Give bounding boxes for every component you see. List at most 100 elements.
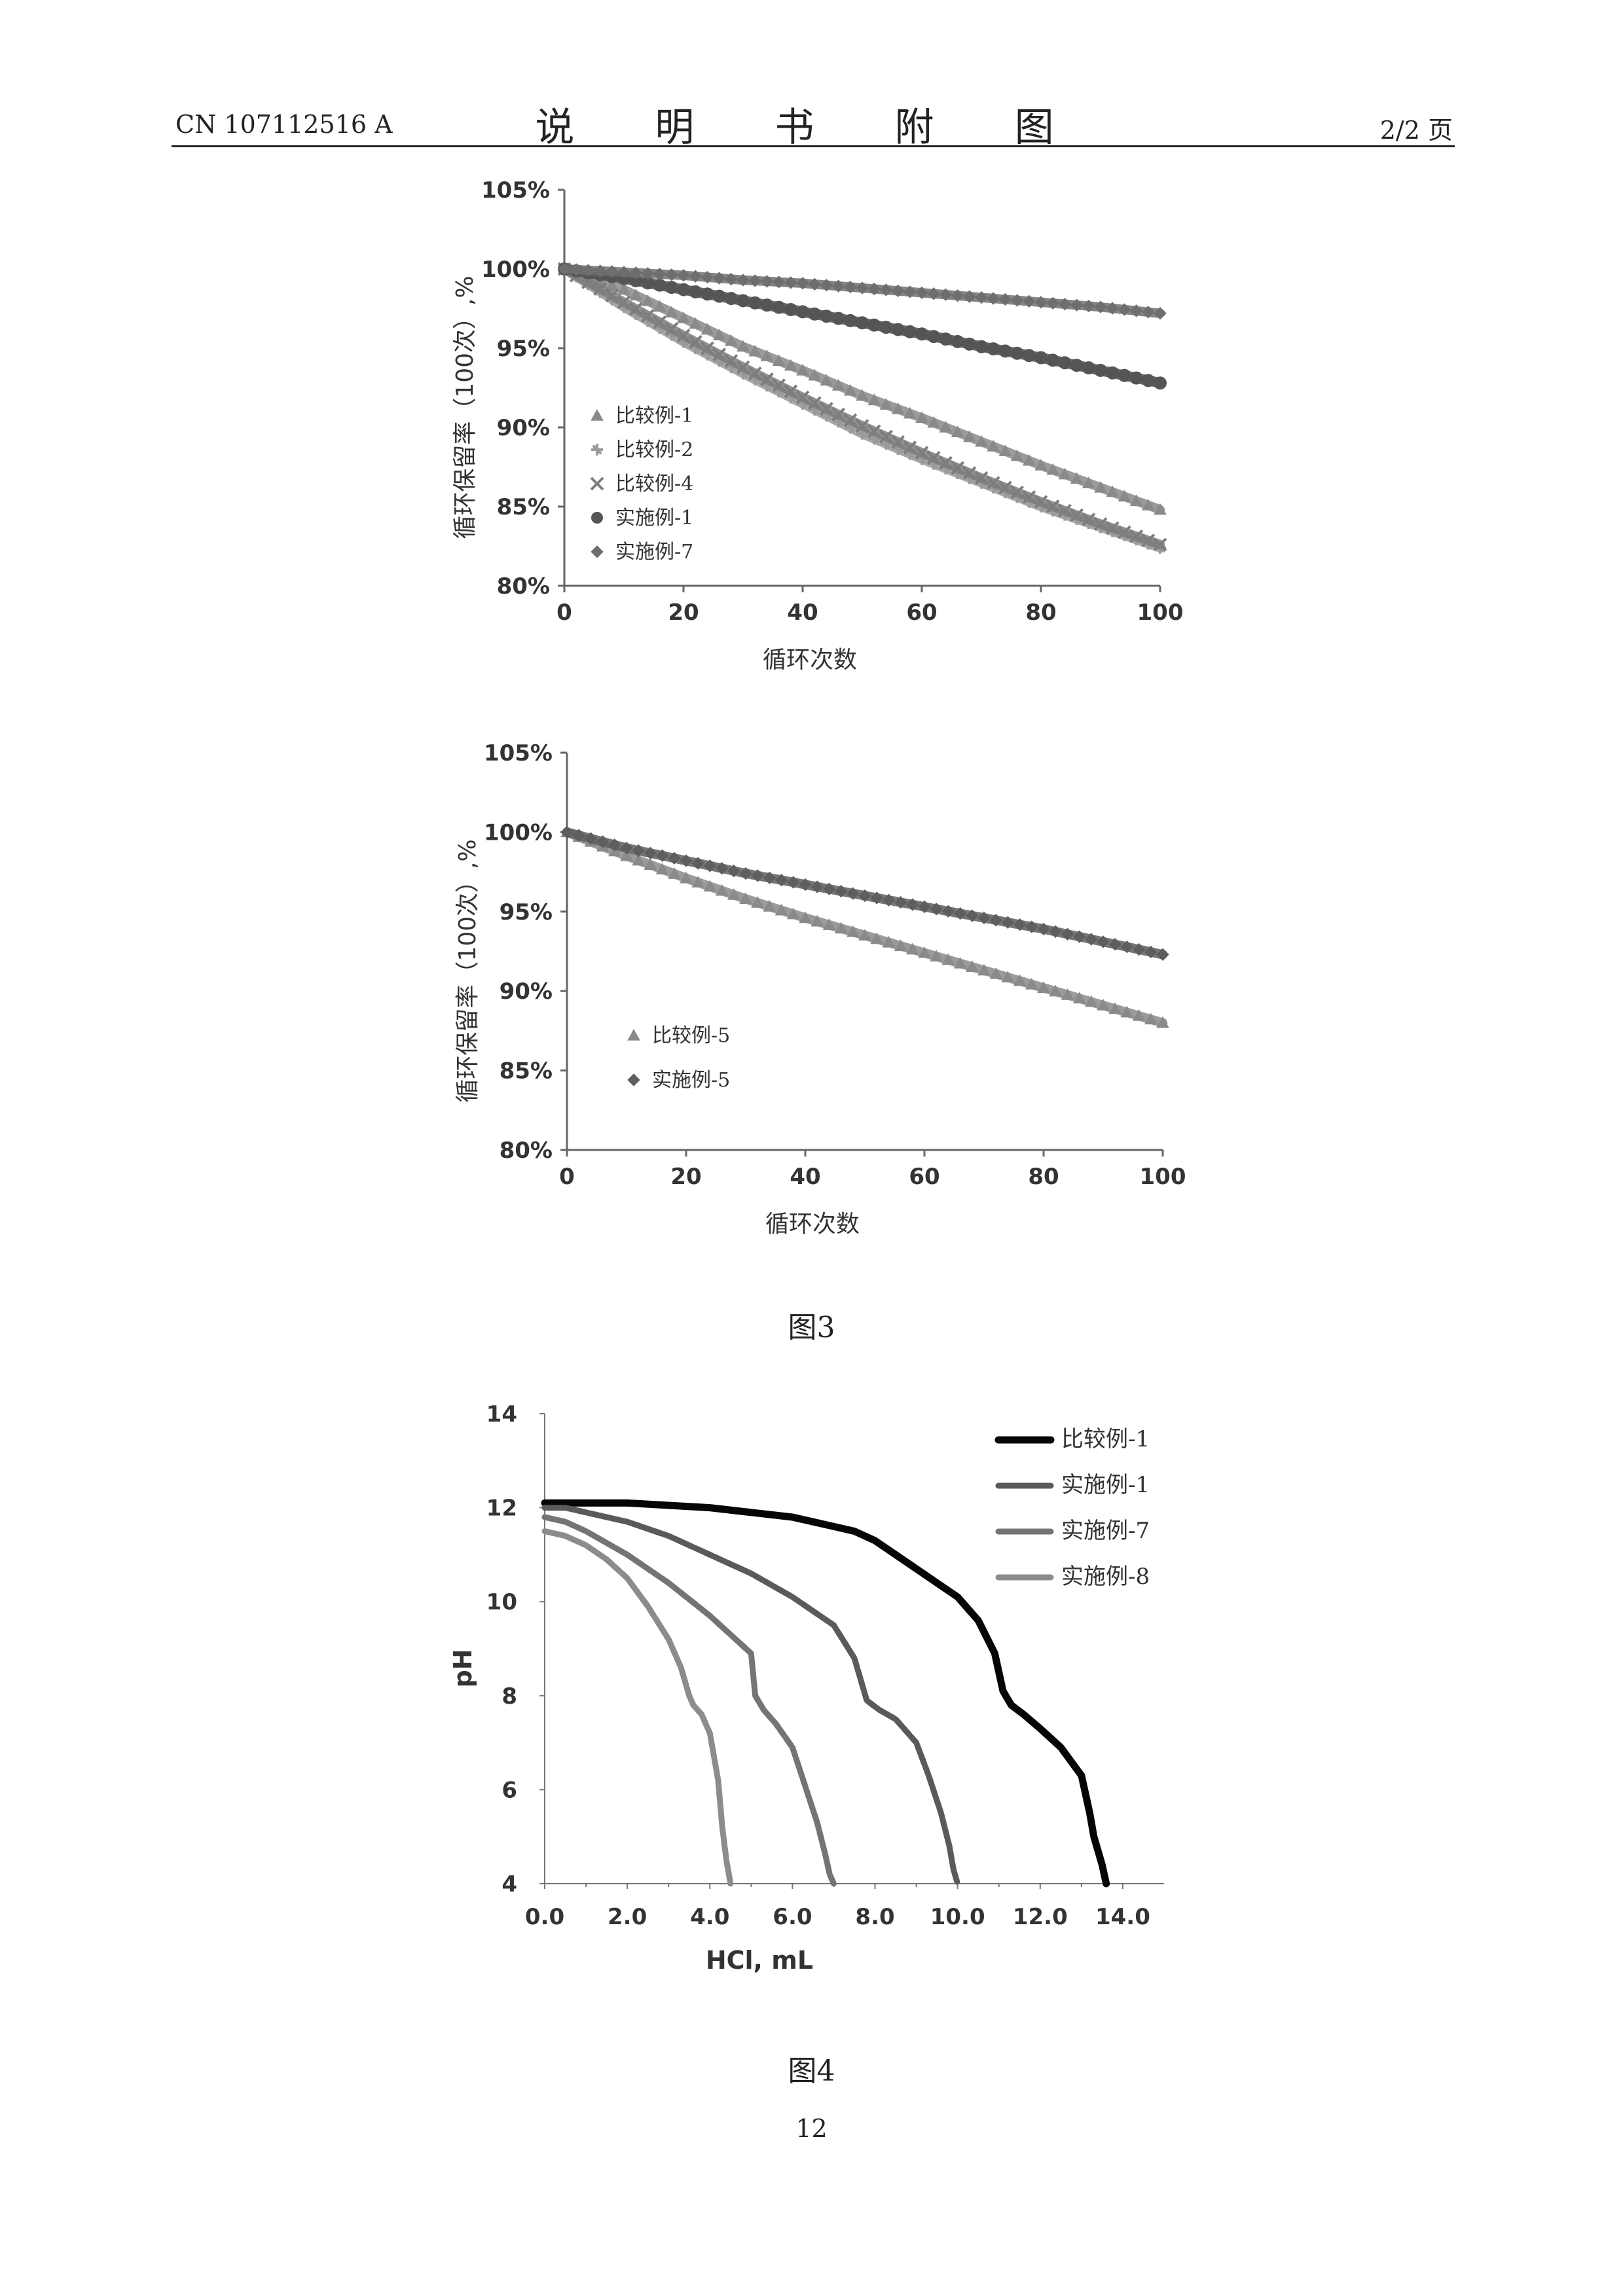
fig3b-data-point [1097, 935, 1110, 948]
fig3a-data-point [1094, 363, 1107, 377]
fig3a-data-point [843, 384, 857, 396]
fig3b-data-point [834, 885, 848, 898]
fig3a-data-point [1058, 467, 1072, 480]
fig3a-data-point [1118, 303, 1131, 316]
fig3a-data-point [939, 420, 953, 433]
fig4-x-tick-label: 14.0 [1095, 1904, 1150, 1930]
fig3a-data-point [1154, 307, 1167, 320]
fig3a-data-point [891, 323, 905, 336]
fig3a-data-point [760, 275, 774, 288]
fig3a-legend-label: 比较例-4 [615, 473, 693, 495]
fig3a-data-point [665, 268, 678, 281]
fig3b-data-point [739, 867, 752, 880]
fig3a-data-point [1106, 485, 1120, 497]
fig3b-data-point [703, 880, 717, 892]
fig3a-data-point [855, 419, 869, 433]
fig3b-data-point [739, 892, 752, 905]
fig3b-data-point [691, 876, 705, 888]
fig4-x-tick-label: 4.0 [690, 1904, 729, 1930]
fig3b-data-point [894, 939, 907, 951]
fig3a-data-point [843, 314, 857, 327]
fig3b-data-point [620, 841, 633, 855]
fig3a-data-point [1082, 361, 1095, 375]
fig3b-data-point [1061, 988, 1074, 1000]
fig3a-data-point [558, 262, 571, 276]
fig3b-data-point [1132, 1009, 1146, 1021]
fig3a-data-point [975, 340, 988, 353]
fig3a-data-point [987, 440, 1000, 452]
fig3a-data-point [939, 288, 953, 301]
fig3b-data-point [1085, 933, 1098, 946]
fig3b-data-point [846, 925, 860, 937]
fig3a-data-point [1154, 503, 1167, 515]
fig3a-data-point [903, 285, 917, 298]
fig3a-data-point [1118, 368, 1131, 382]
fig4-y-axis-label: pH [448, 1649, 477, 1687]
fig3a-data-point [1010, 294, 1024, 307]
fig3a-data-point [951, 461, 965, 475]
fig3a-data-point [1022, 349, 1036, 363]
fig3a-x-tick-label: 60 [906, 600, 937, 626]
fig3b-data-point [930, 950, 943, 961]
fig3b-data-point [989, 967, 1003, 979]
fig4-x-tick-label: 0.0 [525, 1904, 564, 1930]
fig3a-data-point [1057, 503, 1072, 518]
fig3b-data-point [632, 853, 646, 866]
fig3a-data-point [737, 274, 750, 287]
fig3b-data-point [882, 935, 896, 948]
fig3a-data-point [1117, 525, 1131, 539]
fig3a-x-tick-label: 40 [787, 600, 818, 626]
fig3a-data-point [1070, 298, 1084, 312]
page-of-indicator: 2/2 页 [1379, 116, 1453, 145]
fig3b-data-point [775, 874, 788, 887]
fig3b-data-point [775, 903, 788, 916]
fig3a-data-point [677, 311, 690, 323]
fig3b-data-point [691, 857, 704, 870]
fig3b-data-point [847, 887, 860, 900]
fig3a-data-point [903, 406, 917, 419]
fig4-x-tick-label: 10.0 [930, 1904, 985, 1930]
fig3b-data-point [941, 905, 955, 918]
fig3b-data-point [680, 854, 693, 867]
fig3a-data-point [1070, 359, 1084, 372]
fig3a-data-point [831, 279, 845, 293]
fig3b-data-point [786, 907, 800, 920]
fig3b-y-tick-label: 90% [500, 978, 553, 1005]
fig3a-data-point [641, 276, 655, 290]
fig3b-x-axis-label: 循环次数 [765, 1211, 860, 1238]
fig3b-data-point [858, 889, 871, 903]
fig3a-data-point [641, 267, 655, 280]
fig3a-data-point [605, 289, 619, 303]
fig3a-data-point [784, 384, 798, 399]
fig3b-data-point [1061, 927, 1074, 941]
fig3b-data-point [822, 882, 836, 896]
fig3a-data-point [724, 292, 738, 306]
fig3b-data-point [977, 911, 991, 925]
fig3b-data-point [965, 960, 979, 972]
fig4-series-line-3 [541, 1514, 837, 1887]
fig3a-data-point [641, 294, 655, 306]
fig3b-data-point [1037, 922, 1050, 936]
fig3b-data-point [918, 900, 931, 914]
fig3a-data-point [820, 278, 833, 292]
fig3a-data-point [867, 318, 881, 332]
fig3a-data-point [796, 363, 809, 376]
fig3a-data-point [701, 323, 714, 335]
fig3a-data-point [831, 312, 845, 325]
fig3b-data-point [918, 946, 931, 958]
fig3b-data-point [1156, 1016, 1169, 1028]
fig3a-data-point [772, 378, 786, 393]
fig3a-data-point [665, 306, 678, 318]
fig3a-data-point [689, 270, 702, 283]
fig3a-data-point [856, 316, 869, 330]
fig3a-data-point [1046, 463, 1060, 475]
fig3a-data-point [808, 307, 822, 321]
fig3b-data-point [822, 918, 836, 930]
fig3b-y-tick-label: 85% [500, 1058, 553, 1085]
fig3a-data-point [915, 411, 928, 423]
fig3a-data-point [629, 266, 642, 279]
fig3a-data-point [807, 396, 822, 410]
fig3b-data-point [608, 838, 621, 852]
fig3a-data-point [1034, 495, 1048, 509]
fig4-x-tick-label: 6.0 [773, 1904, 812, 1930]
